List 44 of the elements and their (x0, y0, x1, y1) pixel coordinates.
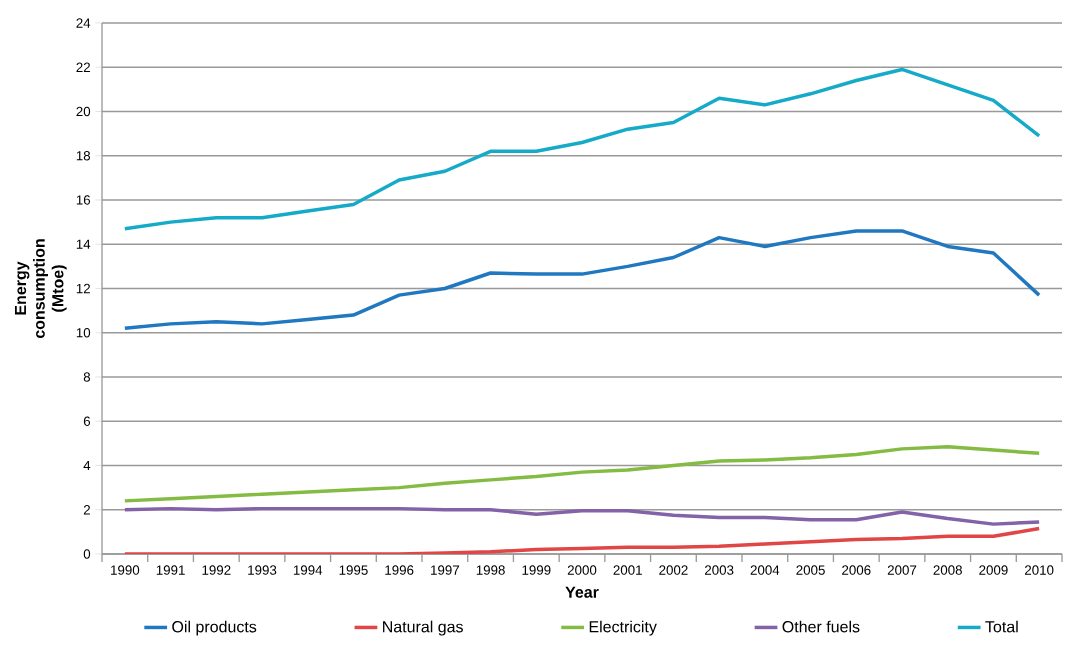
y-tick-label: 20 (76, 106, 91, 117)
y-tick-label: 16 (76, 195, 91, 205)
x-tick-label: 2009 (979, 565, 1008, 575)
x-tick-label: 2002 (659, 565, 688, 575)
x-tick-label: 2006 (842, 565, 871, 575)
y-tick-label: 22 (76, 62, 90, 72)
legend-label: Oil products (172, 620, 257, 636)
y-tick-label: 18 (76, 151, 91, 161)
legend-label: Natural gas (383, 620, 463, 636)
y-tick-label: 2 (83, 505, 90, 515)
line-series (123, 444, 1041, 503)
x-tick-label: 1993 (248, 565, 277, 575)
x-tick-label: 2001 (613, 565, 642, 575)
x-tick-label: 2010 (1024, 565, 1054, 575)
legend-label: Electricity (589, 620, 657, 636)
y-tick-label: 24 (76, 18, 91, 28)
y-tick-label: 14 (76, 239, 91, 249)
line-series (123, 229, 1041, 331)
x-axis-title: Year (565, 586, 599, 598)
y-tick-label: 8 (83, 372, 91, 382)
line-series (123, 67, 1041, 231)
x-tick-label: 1992 (202, 565, 231, 575)
x-tick-label: 1999 (522, 565, 551, 575)
x-tick-label: 1991 (156, 565, 185, 575)
x-tick-label: 2005 (796, 565, 825, 575)
x-tick-label: 1996 (385, 565, 414, 575)
x-tick-label: 2000 (567, 565, 597, 575)
x-tick-label: 2004 (750, 565, 780, 575)
legend-label: Other fuels (782, 620, 860, 633)
y-axis-title: Energy consumption (Mtoe) (14, 239, 67, 339)
x-tick-label: 2008 (933, 565, 962, 575)
y-tick-label: 10 (76, 328, 91, 338)
x-tick-label: 1990 (111, 565, 140, 575)
x-tick-label: 1997 (431, 565, 460, 575)
x-tick-label: 2007 (887, 565, 917, 575)
x-tick-label: 1998 (476, 565, 505, 575)
x-tick-label: 1994 (293, 565, 323, 575)
x-tick-label: 2003 (704, 565, 734, 575)
y-tick-label: 6 (83, 416, 91, 426)
y-tick-label: 0 (83, 549, 91, 559)
y-tick-label: 4 (83, 460, 91, 471)
legend-label: Total (985, 620, 1018, 633)
x-tick-label: 1995 (339, 565, 368, 575)
y-tick-label: 12 (76, 283, 90, 294)
